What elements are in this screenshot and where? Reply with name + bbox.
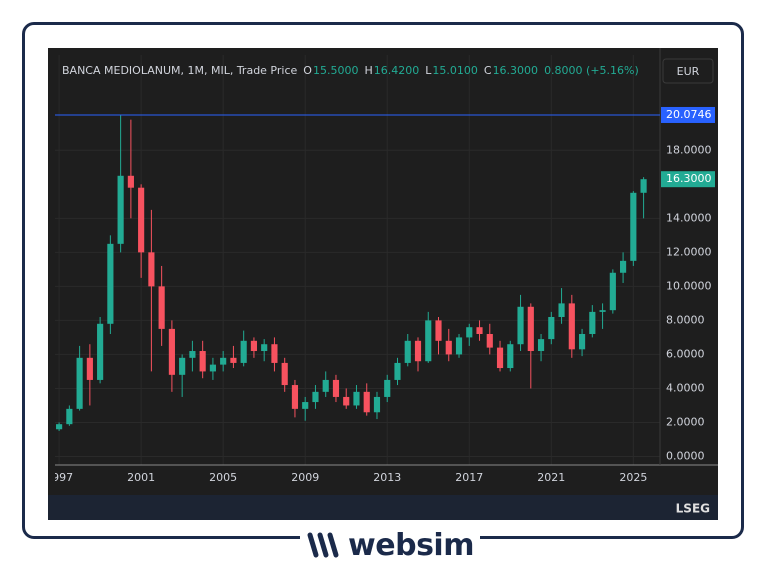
y-tick-label: 6.0000	[666, 347, 705, 360]
candle-body	[343, 396, 350, 406]
candle-body	[138, 187, 145, 253]
candle-body	[435, 320, 442, 341]
brand: websim	[300, 527, 480, 563]
ohlc-value: 15.5000	[313, 64, 359, 77]
y-tick-label: 4.0000	[666, 381, 705, 394]
candle-body	[322, 379, 329, 392]
candle-body	[466, 327, 473, 338]
y-tick-label: 2.0000	[666, 415, 705, 428]
x-tick-label: 2005	[209, 471, 237, 484]
x-tick-label: 2017	[455, 471, 483, 484]
candle-body	[476, 327, 483, 335]
candle-body	[271, 344, 278, 363]
ohlc-letter: C	[484, 64, 492, 77]
candle-body	[209, 364, 216, 372]
candle-body	[630, 192, 637, 261]
candle-body	[640, 179, 647, 193]
candle-body	[117, 175, 124, 244]
y-tick-label: 14.0000	[666, 211, 712, 224]
candle-body	[425, 320, 432, 362]
ohlc-value: 16.3000	[493, 64, 539, 77]
x-tick-label: 1997	[45, 471, 73, 484]
x-tick-label: 2013	[373, 471, 401, 484]
candle-body	[66, 408, 73, 425]
y-tick-label: 10.0000	[666, 279, 712, 292]
candle-body	[568, 303, 575, 350]
candle-body	[250, 340, 258, 352]
candle-body	[291, 385, 299, 409]
candle-body	[445, 340, 452, 355]
last-price-tag	[661, 171, 715, 188]
candle-body	[168, 328, 175, 375]
candle-body	[548, 316, 555, 340]
candle-body	[189, 351, 196, 358]
brand-icon	[307, 532, 339, 558]
candle-body	[220, 357, 227, 365]
candle-body	[609, 272, 616, 311]
candle-body	[230, 357, 237, 363]
candle-body	[158, 286, 165, 329]
provider-logo: LSEG	[676, 502, 710, 516]
y-tick-label: 18.0000	[666, 143, 712, 156]
candle-body	[507, 344, 514, 369]
candle-body	[281, 362, 288, 386]
currency-label[interactable]: EUR	[677, 65, 700, 78]
price-line-tag	[661, 106, 715, 123]
y-tick-label: 8.0000	[666, 313, 705, 326]
candle-body	[199, 351, 206, 372]
candle-body	[517, 306, 524, 345]
candle-body	[404, 340, 411, 363]
x-tick-label: 2009	[291, 471, 319, 484]
ohlc-change: 0.8000 (+5.16%)	[544, 64, 639, 77]
candle-body	[97, 323, 104, 380]
candle-body	[76, 357, 83, 409]
candle-body	[486, 334, 493, 348]
candle-body	[537, 339, 545, 352]
candle-body	[363, 391, 370, 413]
candle-body	[394, 362, 401, 380]
candle-body	[599, 310, 606, 312]
x-tick-label: 2021	[537, 471, 565, 484]
candle-body	[455, 337, 463, 355]
candle-body	[353, 391, 360, 406]
ohlc-letter: O	[303, 64, 312, 77]
candle-body	[558, 303, 565, 317]
ohlc-letter: L	[425, 64, 432, 77]
price-line-label: 20.0746	[666, 108, 712, 121]
candle-body	[127, 175, 134, 188]
candle-body	[179, 357, 186, 375]
candle-body	[527, 306, 534, 352]
footer-bar	[48, 495, 718, 520]
candle-body	[620, 260, 627, 273]
candle-body	[86, 357, 93, 380]
ohlc-value: 15.0100	[432, 64, 478, 77]
y-tick-label: 12.0000	[666, 245, 712, 258]
candle-body	[414, 340, 422, 362]
chart-title: BANCA MEDIOLANUM, 1M, MIL, Trade Price	[62, 64, 298, 77]
candle-body	[148, 252, 155, 287]
candle-body	[578, 334, 586, 350]
candle-body	[312, 391, 319, 403]
candle-body	[496, 347, 504, 369]
brand-text: websim	[348, 527, 474, 563]
candle-body	[107, 243, 114, 324]
candle-body	[589, 311, 596, 335]
ohlc-letter: H	[364, 64, 372, 77]
x-tick-label: 2025	[619, 471, 647, 484]
last-price-label: 16.3000	[666, 172, 712, 185]
candle-body	[240, 340, 247, 363]
y-tick-label: 0.0000	[666, 449, 705, 462]
candle-body	[302, 402, 309, 409]
candle-body	[56, 424, 63, 430]
chart-background	[48, 48, 718, 520]
ohlc-value: 16.4200	[374, 64, 420, 77]
candle-body	[261, 344, 268, 352]
candle-body	[332, 379, 340, 397]
currency-button[interactable]	[662, 58, 714, 84]
candle-body	[384, 379, 391, 397]
x-tick-label: 2001	[127, 471, 155, 484]
candle-body	[373, 396, 381, 413]
